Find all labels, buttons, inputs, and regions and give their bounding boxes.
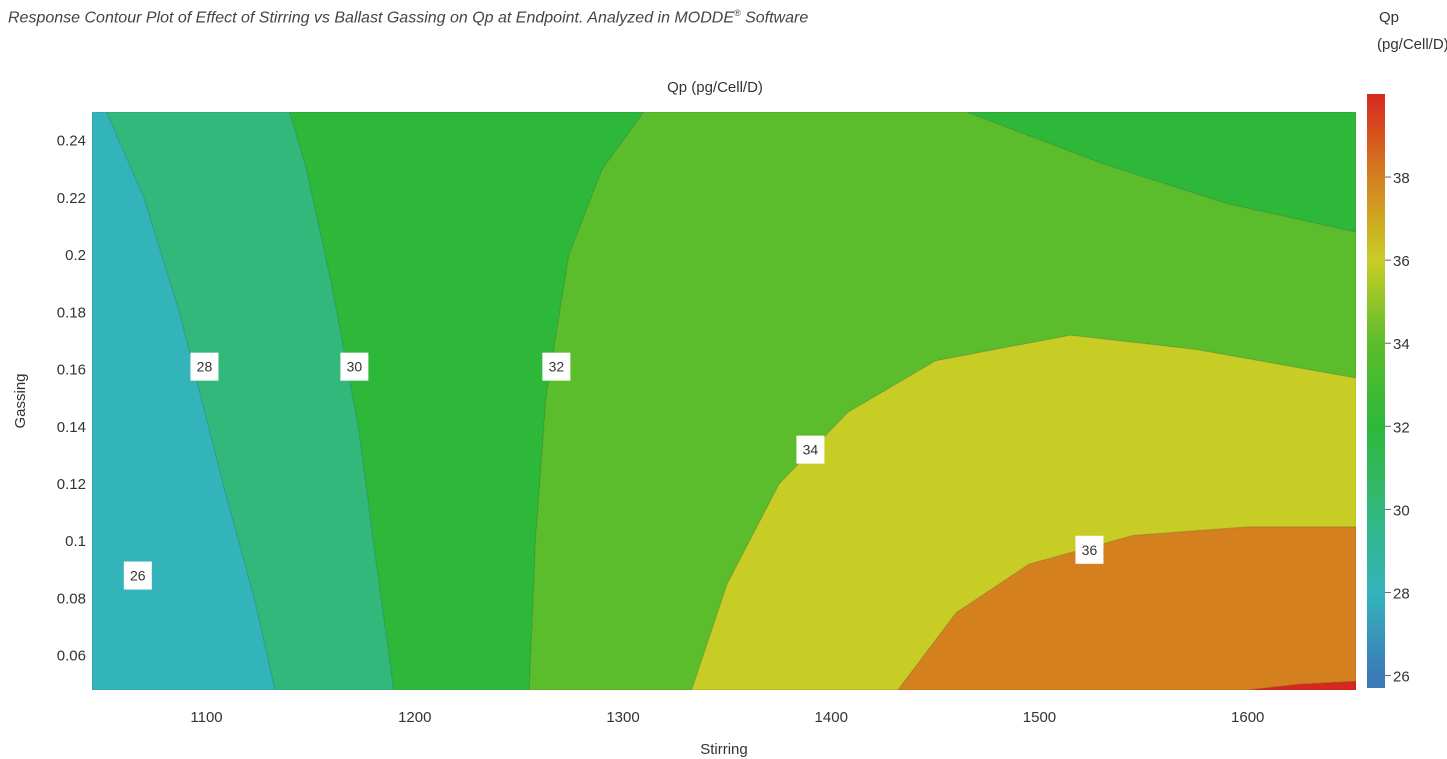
x-tick-label: 1400: [815, 709, 848, 726]
colorbar-tick-label: 26: [1393, 669, 1410, 686]
contour-label-box: [542, 352, 571, 381]
contour-region-40: [1247, 680, 1356, 690]
y-tick-label: 0.2: [65, 247, 86, 264]
colorbar-title-line2: (pg/Cell/D): [1377, 36, 1447, 53]
contour-label-box: [1075, 535, 1104, 564]
x-tick-label: 1200: [398, 709, 431, 726]
y-tick-label: 0.24: [57, 133, 86, 150]
colorbar-tick-label: 38: [1393, 170, 1410, 187]
registered-mark: ®: [733, 8, 741, 18]
contour-label-text: 32: [549, 359, 565, 375]
colorbar-tick-label: 30: [1393, 502, 1410, 519]
contour-label-36: 36: [1075, 535, 1104, 564]
contour-label-text: 34: [803, 442, 819, 458]
y-tick-label: 0.18: [57, 304, 86, 321]
contour-label-box: [123, 561, 152, 590]
x-axis-ticks: 1100 1200 1300 1400 1500 1600: [190, 709, 1264, 726]
contour-label-box: [190, 352, 219, 381]
contour-label-34: 34: [796, 435, 825, 464]
y-tick-label: 0.08: [57, 590, 86, 607]
figure-caption: Response Contour Plot of Effect of Stirr…: [8, 8, 808, 27]
caption-text: Response Contour Plot of Effect of Stirr…: [8, 9, 734, 27]
contour-label-28: 28: [190, 352, 219, 381]
x-tick-label: 1600: [1231, 709, 1264, 726]
y-tick-label: 0.22: [57, 190, 86, 207]
colorbar: [1367, 94, 1385, 688]
chart-title: Qp (pg/Cell/D): [667, 79, 763, 96]
contour-label-26: 26: [123, 561, 152, 590]
contour-label-30: 30: [340, 352, 369, 381]
colorbar-tick-label: 34: [1393, 336, 1410, 353]
y-tick-label: 0.14: [57, 419, 86, 436]
x-tick-label: 1500: [1023, 709, 1056, 726]
colorbar-tick-label: 32: [1393, 419, 1410, 436]
contour-label-text: 26: [130, 568, 146, 584]
y-tick-label: 0.06: [57, 648, 86, 665]
contour-labels: 26 28 30 32 34 36: [123, 352, 1104, 590]
contour-label-box: [796, 435, 825, 464]
x-tick-label: 1300: [606, 709, 639, 726]
colorbar-tick-label: 36: [1393, 253, 1410, 270]
contour-label-box: [340, 352, 369, 381]
colorbar-tick-label: 28: [1393, 585, 1410, 602]
contour-label-text: 30: [347, 359, 363, 375]
x-axis-label: Stirring: [700, 741, 748, 758]
contour-label-32: 32: [542, 352, 571, 381]
contour-regions: [92, 112, 1356, 690]
y-axis-ticks: 0.06 0.08 0.1 0.12 0.14 0.16 0.18 0.2 0.22 0.24: [57, 133, 86, 665]
x-tick-label: 1100: [190, 709, 222, 726]
contour-label-text: 28: [197, 359, 213, 375]
contour-label-text: 36: [1082, 542, 1098, 558]
colorbar-title-line1: Qp: [1379, 9, 1399, 26]
y-tick-label: 0.12: [57, 476, 86, 493]
y-axis-label: Gassing: [12, 373, 29, 428]
y-tick-label: 0.1: [65, 533, 86, 550]
caption-suffix: Software: [740, 9, 809, 27]
y-tick-label: 0.16: [57, 362, 86, 379]
colorbar-ticks: 26 28 30 32 34 36 38: [1385, 170, 1410, 686]
